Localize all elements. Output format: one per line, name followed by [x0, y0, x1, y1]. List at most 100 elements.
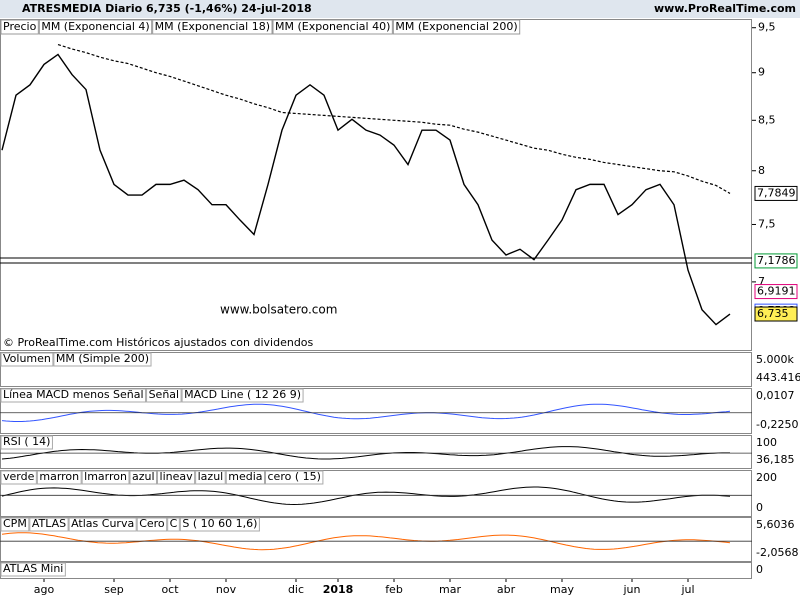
x-tick-label: oct [161, 583, 179, 596]
last-value-label: 7,7849 [757, 186, 796, 199]
legend-box [157, 470, 196, 485]
last-value-box [754, 185, 798, 201]
panel-legend-item: C [170, 517, 178, 530]
y-tick-label: 9,5 [758, 21, 776, 34]
x-tick-label: abr [497, 583, 516, 596]
main-panel [0, 19, 752, 351]
panel-axis-label: 5.000k [756, 353, 794, 366]
panel-axis-label: 200 [756, 471, 777, 484]
legend-box [146, 388, 182, 403]
y-tick-label: 8,5 [758, 113, 776, 126]
indicator-line [1, 446, 730, 460]
panel-legend-item: lazul [198, 470, 224, 483]
panel-legend-item: azul [132, 470, 155, 483]
legend-item: MM (Exponencial 4) [41, 20, 149, 33]
x-tick-label: jul [680, 583, 694, 596]
panel-legend-item: marron [39, 470, 79, 483]
legend-box [29, 517, 69, 532]
legend-box [0, 562, 66, 577]
legend-box [38, 19, 153, 35]
legend-box [225, 470, 265, 485]
legend-box [136, 517, 168, 532]
last-value-label: 6,9191 [757, 285, 796, 298]
credit: © ProRealTime.com Históricos ajustados c… [3, 336, 314, 349]
panel-legend-item: lineav [160, 470, 194, 483]
legend-box [36, 470, 82, 485]
legend-box [68, 517, 137, 532]
legend-box [152, 19, 273, 35]
x-tick-label: sep [104, 583, 123, 596]
panel-axis-label: 100 [756, 436, 777, 449]
panel-legend-item: RSI ( 14) [3, 435, 50, 448]
panel-legend-item: MACD Line ( 12 26 9) [184, 388, 301, 401]
y-tick-label: 9 [758, 66, 765, 79]
last-value-box [754, 253, 798, 269]
x-tick-label: may [550, 583, 574, 596]
header-title: ATRESMEDIA Diario 6,735 (-1,46%) 24-jul-… [22, 2, 312, 15]
y-tick-label: 7,5 [758, 217, 776, 230]
legend-box [0, 19, 39, 35]
x-tick-label: nov [216, 583, 237, 596]
panel-legend-item: Señal [149, 388, 180, 401]
panel-axis-label: 5,6036 [756, 518, 795, 531]
legend-item: MM (Exponencial 40) [275, 20, 390, 33]
legend-box [265, 470, 324, 485]
x-tick-label: 2018 [323, 583, 354, 596]
x-tick-label: mar [439, 583, 461, 596]
legend-item: MM (Exponencial 200) [395, 20, 517, 33]
panel-legend-item: Volumen [3, 352, 51, 365]
panel-legend-item: S ( 10 60 1,6) [182, 517, 257, 530]
header-site: www.ProRealTime.com [654, 2, 796, 15]
last-value-box [754, 306, 798, 322]
header-bar [0, 0, 800, 18]
x-tick-label: feb [385, 583, 403, 596]
legend-box [167, 517, 180, 532]
indicator-line [1, 403, 731, 422]
x-tick-label: ago [34, 583, 55, 596]
last-value-label: 6,735 [757, 307, 789, 320]
panel-legend-item: lmarron [84, 470, 127, 483]
panel-legend-item: Atlas Curva [71, 517, 134, 530]
panel-legend-item: CPM [3, 517, 27, 530]
y-tick-label: 7 [758, 275, 765, 288]
x-tick-label: dic [288, 583, 304, 596]
legend-box [0, 435, 53, 450]
legend-box [179, 517, 260, 532]
legend-box [0, 352, 54, 367]
legend-box [81, 470, 130, 485]
legend-box [129, 470, 158, 485]
indicator-panel [0, 562, 752, 579]
panel-axis-label: -2,0568 [756, 546, 798, 559]
panel-legend-item: ATLAS [32, 517, 66, 530]
panel-legend-item: ATLAS Mini [3, 562, 63, 575]
legend-box [0, 517, 30, 532]
panel-legend-item: cero ( 15) [268, 470, 321, 483]
panel-axis-label: -0,2250 [756, 418, 798, 431]
legend-item: MM (Exponencial 18) [155, 20, 270, 33]
panel-axis-label: 0 [756, 563, 763, 576]
panel-axis-label: 443.416 [756, 371, 800, 384]
legend-box [0, 388, 147, 403]
panel-axis-label: 0 [756, 501, 763, 514]
indicator-line [1, 532, 731, 551]
indicator-panel [0, 435, 752, 469]
panel-legend-item: verde [3, 470, 35, 483]
panel-legend-item: Línea MACD menos Señal [3, 388, 144, 401]
price-line [57, 43, 731, 194]
legend-item: Precio [3, 20, 37, 33]
last-value-box [754, 284, 798, 300]
watermark: www.bolsatero.com [220, 303, 337, 317]
legend-box [53, 352, 152, 367]
legend-box [181, 388, 304, 403]
x-tick-label: jun [623, 583, 641, 596]
price-line [1, 53, 731, 326]
last-value-label: 7,1786 [757, 254, 796, 267]
panel-legend-item: media [228, 470, 262, 483]
panel-axis-label: 0,0107 [756, 389, 795, 402]
legend-box [195, 470, 226, 485]
panel-axis-label: 36,185 [756, 453, 795, 466]
legend-box [392, 19, 521, 35]
panel-legend-item: Cero [139, 517, 165, 530]
